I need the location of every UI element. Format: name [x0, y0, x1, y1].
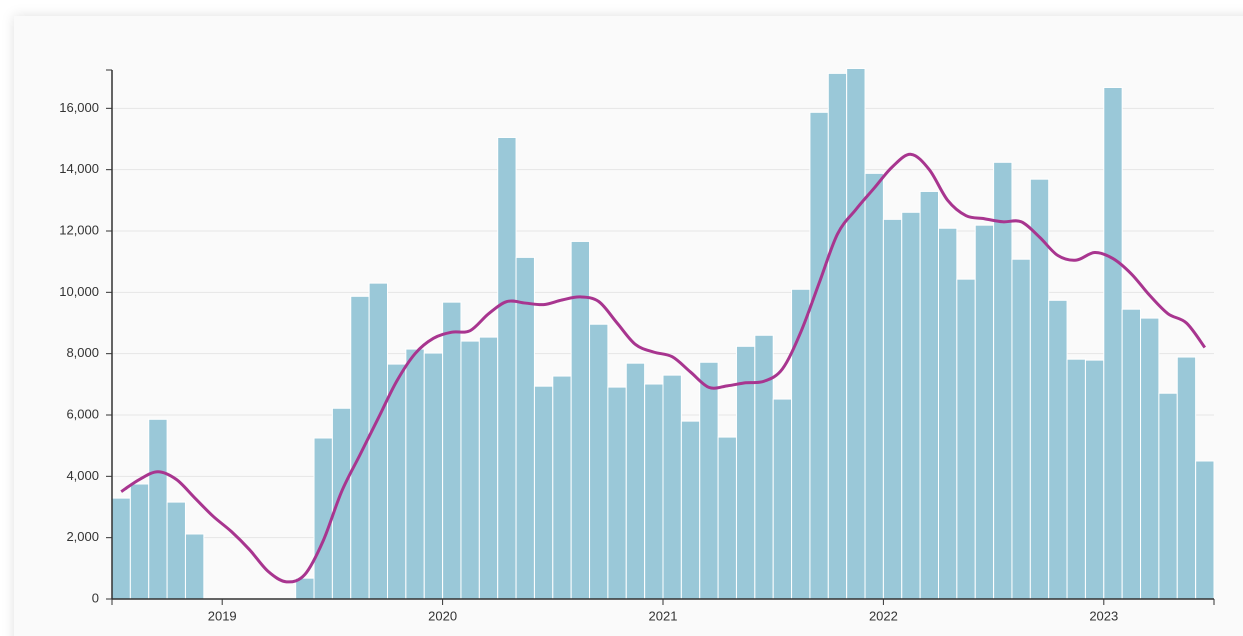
- bar: [864, 172, 884, 600]
- bar: [680, 420, 701, 600]
- bar: [148, 418, 168, 600]
- bar: [552, 375, 572, 600]
- y-tick-label: 4,000: [66, 468, 99, 483]
- bar: [901, 211, 921, 600]
- y-tick-label: 8,000: [66, 345, 99, 360]
- bar: [184, 533, 205, 600]
- trend-line: [120, 152, 1207, 584]
- x-tick-label: 2023: [1089, 608, 1118, 623]
- bar: [607, 386, 627, 600]
- bar: [1048, 299, 1068, 600]
- bar: [1121, 308, 1142, 600]
- bar: [699, 361, 719, 600]
- axes: 0 2,000 4,000 6,000 8,000 10,000 12,000 14,000 1…: [59, 69, 1215, 623]
- x-tick-label: 2022: [869, 608, 898, 623]
- bar: [974, 224, 995, 600]
- bar: [533, 385, 554, 600]
- bar: [809, 111, 829, 600]
- y-tick-label: 6,000: [66, 406, 99, 421]
- bar: [827, 72, 848, 600]
- y-tick-label: 16,000: [59, 100, 99, 115]
- y-tick-label: 10,000: [59, 284, 99, 299]
- bar: [993, 161, 1013, 600]
- bar: [1176, 356, 1197, 600]
- bar: [350, 295, 370, 600]
- bar: [882, 218, 903, 600]
- bar: [846, 67, 866, 600]
- bar: [1195, 460, 1215, 600]
- x-tick-label: 2021: [649, 608, 678, 623]
- bar: [717, 436, 737, 600]
- bar: [515, 256, 535, 600]
- bar: [570, 240, 591, 600]
- trend: [120, 152, 1207, 584]
- y-tick-label: 12,000: [59, 222, 99, 237]
- bar: [460, 340, 480, 600]
- x-tick-label: 2020: [428, 608, 457, 623]
- bar: [919, 190, 940, 600]
- bar: [956, 278, 976, 600]
- bar: [754, 334, 774, 600]
- bar: [497, 136, 517, 600]
- bar: [589, 323, 609, 600]
- x-tick-label: 2019: [208, 608, 237, 623]
- bar: [1084, 359, 1105, 600]
- bar: [772, 398, 793, 600]
- bar: [1158, 392, 1178, 600]
- bar: [1140, 317, 1160, 600]
- bar: [442, 301, 462, 600]
- y-tick-label: 2,000: [66, 529, 99, 544]
- bar: [166, 501, 186, 600]
- bar: [478, 336, 499, 600]
- bar: [368, 282, 389, 600]
- bar: [111, 497, 131, 600]
- bar: [313, 437, 333, 600]
- bar: [644, 383, 664, 600]
- bar: [1011, 258, 1031, 600]
- bar: [129, 483, 150, 600]
- bar: [331, 407, 352, 600]
- bar: [938, 227, 958, 600]
- bar: [662, 374, 682, 600]
- bar: [1066, 358, 1086, 600]
- bar: [423, 352, 444, 600]
- bar: [387, 363, 407, 600]
- bar: [405, 348, 425, 600]
- y-tick-label: 0: [92, 590, 99, 605]
- y-tick-label: 14,000: [59, 161, 99, 176]
- bar: [1103, 86, 1123, 600]
- bar: [625, 362, 646, 600]
